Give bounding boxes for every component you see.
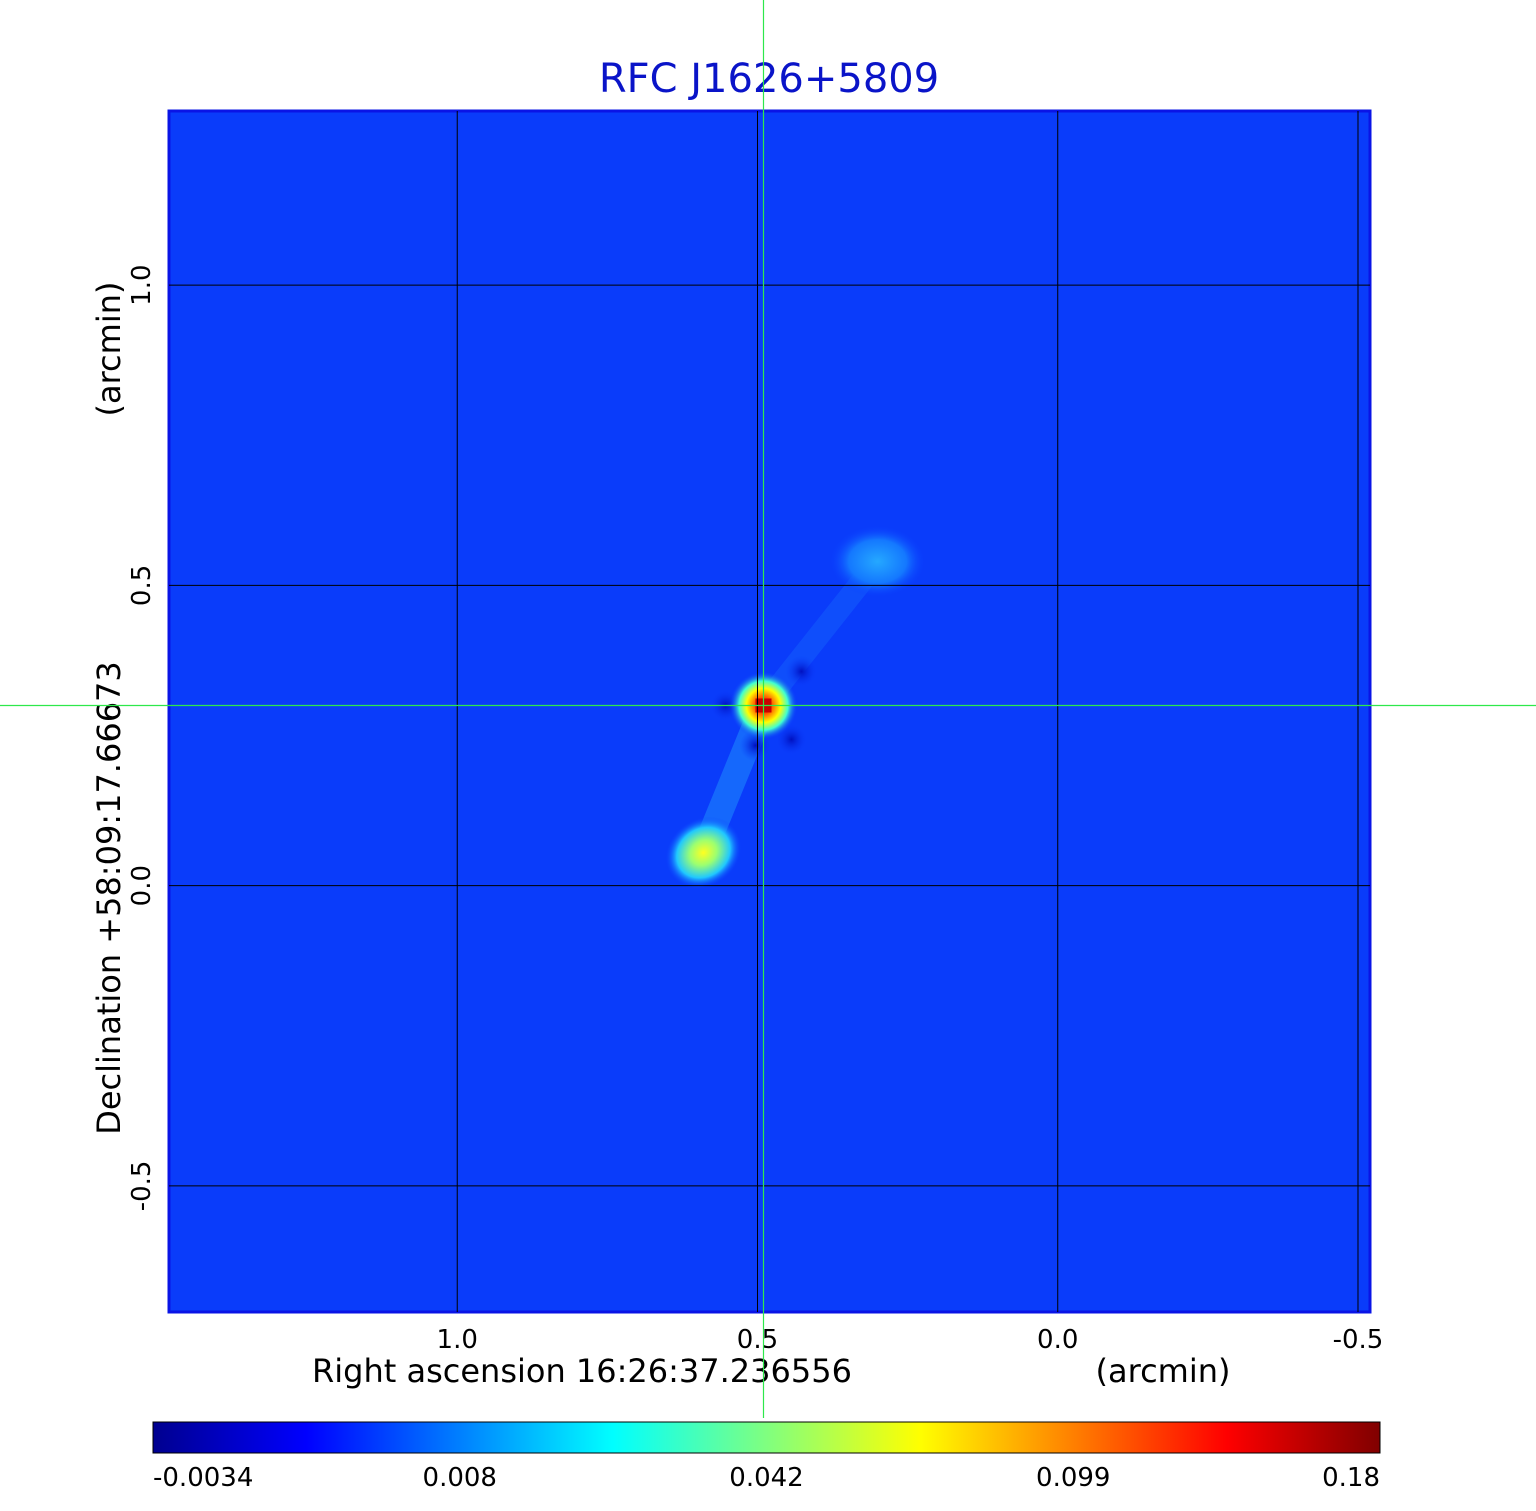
y-tick-label-2: 0.0 bbox=[127, 865, 157, 906]
colorbar-tick-label-1: 0.008 bbox=[423, 1463, 497, 1493]
source-jet bbox=[665, 816, 742, 889]
colorbar-tick-label-3: 0.099 bbox=[1036, 1463, 1110, 1493]
colorbar-tick-label-2: 0.042 bbox=[729, 1463, 803, 1493]
y-tick-label-0: 1.0 bbox=[127, 264, 157, 305]
x-tick-label-3: -0.5 bbox=[1333, 1325, 1384, 1355]
source-faint bbox=[829, 525, 926, 598]
x-tick-label-1: 0.5 bbox=[737, 1325, 778, 1355]
x-axis-unit: (arcmin) bbox=[1096, 1352, 1231, 1390]
crosshair bbox=[0, 0, 1536, 1418]
y-axis-label: Declination +58:09:17.66673 bbox=[90, 661, 128, 1135]
plot-area bbox=[167, 109, 1372, 1314]
x-tick-label-2: 0.0 bbox=[1037, 1325, 1078, 1355]
y-axis-unit: (arcmin) bbox=[90, 282, 128, 417]
chart-title: RFC J1626+5809 bbox=[599, 56, 939, 102]
x-tick-label-0: 1.0 bbox=[437, 1325, 478, 1355]
colorbar-gradient bbox=[152, 1421, 1381, 1454]
colorbar: -0.0034 0.008 0.042 0.099 0.18 bbox=[152, 1421, 1381, 1493]
colorbar-ticks: -0.0034 0.008 0.042 0.099 0.18 bbox=[153, 1463, 1380, 1493]
y-tick-label-3: -0.5 bbox=[127, 1161, 157, 1212]
y-tick-label-1: 0.5 bbox=[127, 565, 157, 606]
colorbar-tick-label-4: 0.18 bbox=[1322, 1463, 1380, 1493]
x-axis-ticks: 1.0 0.5 0.0 -0.5 bbox=[437, 1325, 1384, 1355]
colorbar-tick-label-0: -0.0034 bbox=[153, 1463, 253, 1493]
x-axis-label: Right ascension 16:26:37.236556 bbox=[312, 1352, 852, 1390]
sidelobe-spot-1 bbox=[785, 655, 818, 688]
coordinate-grid bbox=[169, 111, 1370, 1312]
y-axis-ticks: 1.0 0.5 0.0 -0.5 bbox=[127, 264, 157, 1211]
